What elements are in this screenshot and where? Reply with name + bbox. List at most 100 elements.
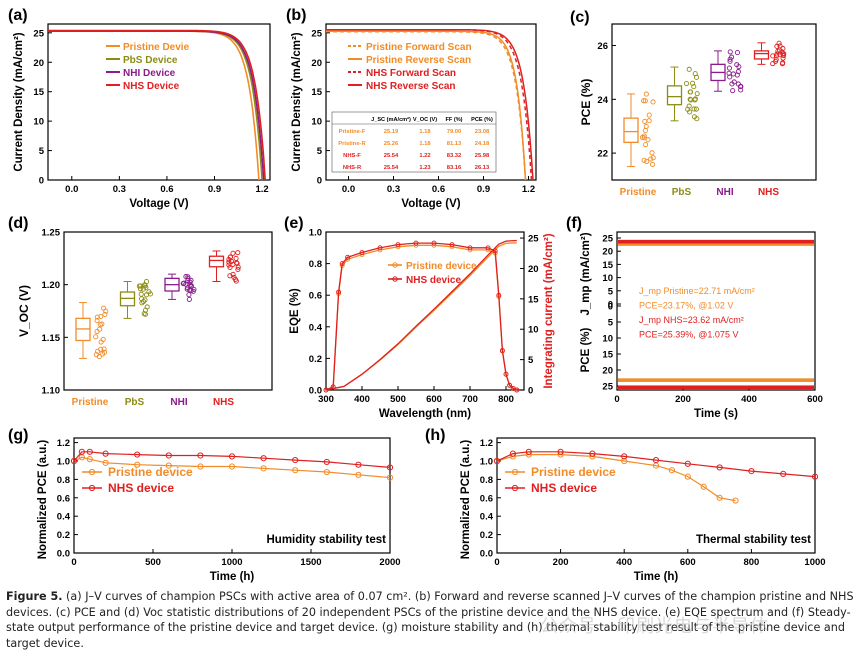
panel-c-y-tick-label: 26 [597,41,608,52]
panel-c-data-point [690,80,696,86]
panel-c-data-point [650,155,656,161]
panel-c-data-point [691,84,697,90]
panel-label: (c) [570,9,590,26]
panel-d-data-point [235,250,241,256]
panel-d-data-point [226,259,232,265]
panel-c-data-point [641,98,647,104]
panel-d-data-point [94,318,100,324]
panel-label: (g) [8,427,28,444]
panel-c-box [753,50,770,60]
panel-g-ylabel: Normalized PCE (a.u.) [37,440,49,560]
panel-b-x-tick-label: 1.2 [522,184,535,195]
panel-h-y-tick-label: 0.8 [480,475,493,486]
panel-b-table-row-label: Pristine-R [338,141,366,147]
caption-label: Figure 5. [6,590,63,603]
panel-h-data-point [621,457,628,465]
panel-c-frame [611,23,817,181]
panel-f-y-lower-tick-label: 25 [602,382,613,393]
panel-f-annotation: PCE=25.39%, @1.075 V [639,330,738,340]
panel-b-table-row-label: NHS-F [343,153,361,159]
panel-e-eqe-point [507,382,513,388]
panel-a-legend-entry: PbS Device [123,55,178,66]
panel-b-legend-entry: Pristine Forward Scan [366,42,472,53]
panel-b-legend-entry: NHS Reverse Scan [366,81,456,92]
panel-b-x-tick-label: 0.9 [477,184,490,195]
panel-c-data-point [686,66,692,72]
panel-h-data-point [525,448,532,455]
panel-d-data-point [231,274,237,280]
panel-d-category-label: Pristine [72,397,109,408]
panel-c-data-point [683,80,690,87]
panel-h-data-point [509,450,517,457]
panel-d-data-point [138,291,144,297]
panel-e-x-tick-label: 300 [318,394,334,405]
panel-f-xlabel: Time (s) [694,408,738,420]
panel-h-y-tick-label: 0.6 [480,493,493,504]
panel-c-data-point [644,158,650,164]
panel-d-data-point [234,260,240,267]
panel-d-data-point [102,311,108,317]
panel-g-y-tick-label: 0.0 [57,549,70,560]
panel-e-integrated-line [325,239,517,391]
panel-a-y-tick-label: 25 [33,28,44,39]
panel-b-series-line [326,28,534,181]
panel-f-x-tick-label: 0 [614,394,619,405]
panel-a-ylabel: Current Density (mA/cm²) [13,32,25,171]
panel-d-data-point [234,260,240,266]
panel-label: (e) [284,215,304,232]
figure-caption: Figure 5. (a) J–V curves of champion PSC… [6,589,861,651]
panel-b-table-cell: 26.13 [475,165,490,171]
panel-e-eqe-line [325,242,518,391]
panel-g-x-tick-label: 1000 [221,557,242,568]
panel-d-category-label: NHS [213,397,234,408]
panel-e-x-tick-label: 600 [426,394,442,405]
panel-c-data-point [641,157,647,163]
panel-h-x-tick-label: 600 [680,557,696,568]
panel-g-x-tick-label: 0 [71,557,76,568]
panel-f-x-tick-label: 600 [807,394,823,405]
panel-d-y-tick-label: 1.10 [42,386,61,397]
panel-g-legend-entry: Pristine device [108,465,193,479]
panel-d-box [208,255,225,268]
panel-h-y-tick-label: 0.2 [480,530,493,541]
panel-d-data-point [186,292,192,298]
panel-a-y-tick-label: 15 [33,87,44,98]
panel-g-data-point [323,468,330,476]
panel-e-ylabel-right: Integrating current (mA/cm²) [543,233,555,388]
panel-h-data-point [557,448,564,455]
panel-d-data-point [137,283,143,289]
panel-e-y-tick-label: 0.0 [309,386,322,397]
panel-d-data-point [185,278,191,284]
panel-g-x-tick-label: 500 [145,557,161,568]
panel-g-data-point [70,457,78,465]
panel-h-y-tick-label: 0.0 [480,549,493,560]
panel-e-eqe-point [359,250,365,255]
panel-f-annotation: PCE=23.17%, @1.02 V [639,301,733,311]
panel-a-x-tick-label: 0.0 [65,184,78,195]
panel-h-x-tick-label: 0 [494,557,499,568]
panel-a-series-line [48,29,266,181]
panel-g-legend-marker [88,484,96,492]
panel-b-table-cell: 1.23 [419,165,431,171]
panel-g-data-point [386,474,394,481]
panel-h-data-point [748,468,755,475]
panel-b-legend-entry: NHS Forward Scan [366,68,456,79]
panel-e-y-right-tick-label: 15 [528,294,539,305]
panel-d-data-point [101,305,107,311]
panel-g-y-tick-label: 0.8 [57,475,70,486]
panel-a-x-tick-label: 0.9 [208,184,221,195]
panel-b-table-header: FF (%) [445,117,462,123]
panel-d-data-point [96,354,102,360]
panel-h-x-tick-label: 800 [743,557,759,568]
panel-d-data-point [97,326,103,332]
panel-b-series-line [326,30,527,181]
panel-d-data-point [139,300,145,306]
panel-h-data-point [700,483,707,490]
panel-b-table-cell: 23.08 [475,129,490,135]
panel-h-x-tick-label: 400 [616,557,632,568]
panel-d-data-point [185,285,191,291]
panel-e-legend-marker [392,262,398,268]
panel-e-xlabel: Wavelength (nm) [379,408,471,420]
panel-g-data-point [355,471,362,478]
